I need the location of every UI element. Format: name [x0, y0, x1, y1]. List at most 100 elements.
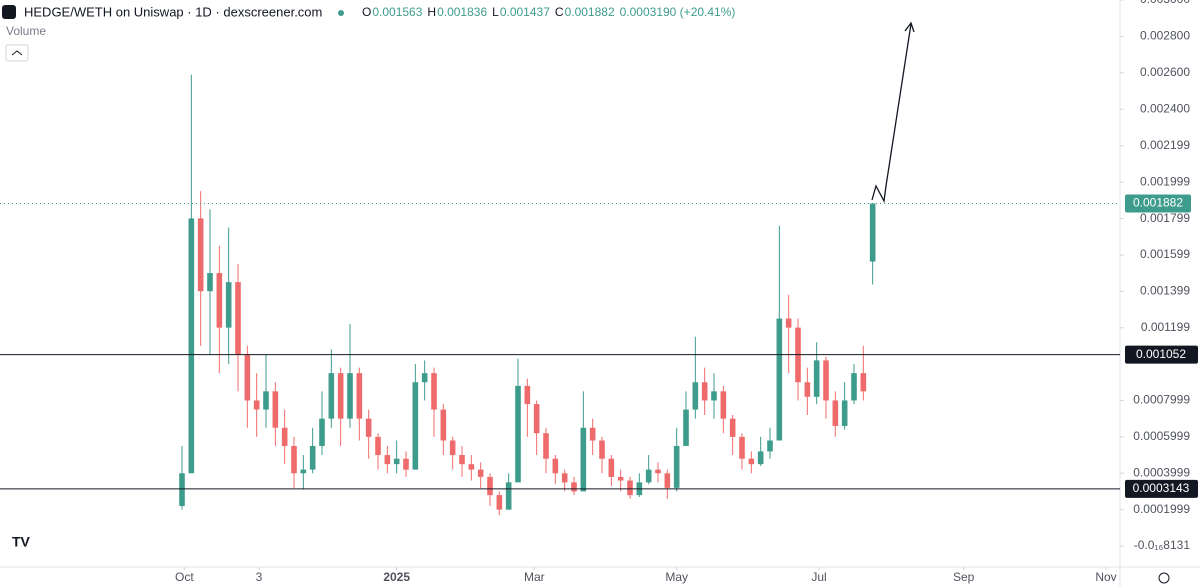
candle-body: [319, 418, 325, 446]
x-tick-label: Mar: [524, 570, 545, 584]
collapse-icon: [11, 50, 23, 56]
price-label-box: [1125, 479, 1198, 498]
candle-body: [664, 473, 671, 488]
y-tick-label: 0.0007999: [1133, 393, 1190, 407]
candle-body: [309, 445, 316, 470]
candle-body: [711, 391, 717, 401]
logo: [2, 5, 16, 19]
y-tick-label: 0.0003999: [1133, 465, 1190, 479]
candle-body: [300, 469, 307, 474]
ohlc-value: 0.001882: [565, 5, 615, 19]
candle-body: [627, 480, 633, 496]
candle-body: [263, 391, 269, 410]
y-tick-label: 0.002199: [1140, 138, 1190, 152]
candle-body: [179, 473, 185, 507]
candle-body: [767, 440, 773, 452]
price-label-box: [1125, 345, 1198, 364]
candle-body: [561, 473, 568, 483]
settings-icon[interactable]: [1158, 572, 1170, 584]
candle-body: [533, 404, 540, 434]
y-tick-label: 0.001799: [1140, 211, 1190, 225]
x-tick-label: May: [665, 570, 688, 584]
candle-body: [375, 436, 381, 456]
candle-body: [543, 433, 549, 459]
candle-body: [505, 482, 512, 510]
candle-body: [235, 282, 241, 355]
candle-body: [328, 373, 335, 419]
ohlc-key: O: [362, 5, 371, 19]
candle-body: [207, 273, 213, 292]
candle-body: [729, 418, 736, 437]
candle-body: [813, 360, 820, 397]
y-tick-label: 0.002800: [1140, 29, 1190, 43]
candle-body: [468, 464, 475, 470]
y-tick-label: 0.002400: [1140, 101, 1190, 115]
candle-body: [524, 385, 531, 405]
candle-body: [272, 391, 279, 428]
last-price-label: 0.001882: [1133, 196, 1183, 210]
ohlc-key: H: [427, 5, 436, 19]
candle-body: [188, 218, 195, 474]
candle-body: [459, 455, 465, 465]
candle-body: [608, 458, 615, 477]
candle-body: [440, 409, 447, 441]
candle-body: [216, 273, 223, 328]
x-tick-label: Jul: [811, 570, 826, 584]
candle-body: [655, 469, 661, 474]
y-tick-label: 0.003000: [1140, 0, 1190, 6]
ohlc-key: L: [492, 5, 499, 19]
candle-body: [832, 400, 839, 426]
x-tick-label: Sep: [953, 570, 975, 584]
candle-body: [851, 373, 857, 401]
candle-body: [869, 203, 876, 262]
y-tick-label: 0.0005999: [1133, 429, 1190, 443]
candle-body: [580, 427, 587, 492]
ohlc-value: 0.001836: [437, 5, 487, 19]
ohlc-value: 0.001563: [372, 5, 422, 19]
candle-body: [253, 400, 260, 410]
candle-body: [393, 458, 400, 465]
candle-body: [384, 455, 391, 465]
status-dot: [338, 10, 344, 16]
y-tick-label: 0.001999: [1140, 174, 1190, 188]
candle-body: [589, 427, 596, 441]
candle-body: [673, 445, 680, 488]
candle-body: [291, 445, 297, 474]
candle-body: [449, 440, 456, 456]
collapse-button[interactable]: [5, 44, 29, 62]
candle-body: [785, 318, 792, 328]
candle-body: [860, 373, 867, 392]
candle-body: [347, 373, 353, 419]
last-price-box: [1125, 194, 1191, 213]
candle-body: [841, 400, 848, 426]
price-label: 0.0003143: [1133, 481, 1190, 495]
candle-body: [552, 458, 559, 474]
y-tick-label: 0.0001999: [1133, 502, 1190, 516]
candle-body: [748, 458, 755, 465]
candle-body: [244, 354, 251, 401]
y-tick-label: 0.001399: [1140, 284, 1190, 298]
candle-body: [692, 382, 699, 410]
candle-body: [431, 373, 437, 410]
candle-body: [197, 218, 204, 292]
candle-body: [776, 318, 783, 441]
candle-body: [645, 469, 652, 483]
candle-body: [365, 418, 372, 437]
price-label: 0.001052: [1136, 347, 1186, 361]
candle-body: [804, 382, 811, 397]
candle-body: [757, 451, 764, 465]
candle-body: [571, 482, 577, 492]
tv-logo: TV: [12, 534, 31, 550]
candle-body: [356, 373, 363, 419]
candle-body: [617, 476, 624, 481]
y-tick-label: 0.002600: [1140, 65, 1190, 79]
y-tick-label: 0.001599: [1140, 247, 1190, 261]
candle-body: [421, 373, 428, 383]
x-tick-label: 2025: [383, 570, 410, 584]
candle-body: [487, 476, 493, 496]
volume-label[interactable]: Volume: [6, 24, 46, 38]
candle-body: [403, 458, 409, 470]
drawn-arrow: [871, 23, 912, 204]
